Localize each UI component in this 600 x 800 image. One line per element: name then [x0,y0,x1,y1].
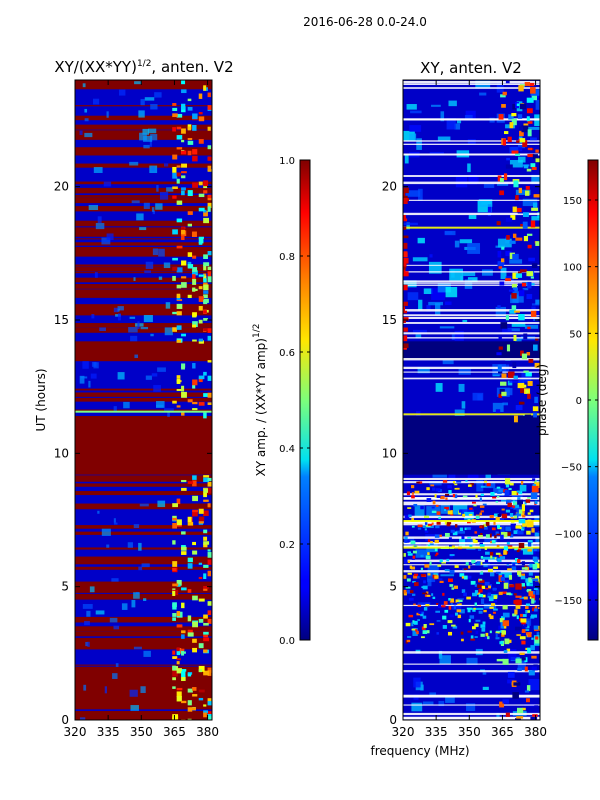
left-colorbar-ticks: 0.0 0.2 0.4 0.6 0.8 1.0 [279,156,310,647]
left-x-tick-label: 335 [97,725,120,739]
left-y-tick-label: 20 [54,180,69,194]
right-colorbar-ticks: −150 −100 −50 0 50 100 150 [555,196,598,607]
left-x-tick-label: 380 [196,725,219,739]
left-y-tick-label: 0 [61,713,69,727]
x-axis-label: frequency (MHz) [370,744,469,758]
left-heatmap [75,80,212,720]
left-x-tick-label: 320 [64,725,87,739]
right-axes-frame [402,79,541,721]
right-colorbar-tick-label: 100 [563,263,582,274]
right-colorbar-label: phase (deg) [535,364,549,436]
left-colorbar-gradient [299,159,311,641]
right-y-tick-label: 15 [382,313,397,327]
left-colorbar-tick-label: 0.2 [279,540,295,551]
left-colorbar-tick-label: 0.8 [279,252,295,263]
left-colorbar-tick-label: 0.4 [279,444,295,455]
left-x-tick-label: 365 [163,725,186,739]
left-axis-ticks: 320 335 350 365 380 0 5 10 15 20 [54,80,219,739]
right-y-tick-label: 5 [389,580,397,594]
right-colorbar-tick-label: 0 [576,396,582,407]
left-panel: XY/(XX*YY)1/2, anten. V2 320 335 350 365 380… [34,58,234,739]
right-colorbar-tick-label: −150 [555,596,582,607]
right-y-tick-label: 10 [382,446,397,460]
right-colorbar-tick-label: 50 [569,329,582,340]
left-colorbar-tick-label: 0.0 [279,636,295,647]
left-y-tick-label: 5 [61,580,69,594]
right-x-tick-label: 335 [425,725,448,739]
right-x-tick-label: 350 [458,725,481,739]
right-x-tick-label: 365 [491,725,514,739]
right-colorbar-tick-label: −50 [561,463,582,474]
right-y-tick-label: 0 [389,713,397,727]
right-colorbar: −150 −100 −50 0 50 100 150 phase (deg) [535,159,599,641]
right-x-tick-label: 380 [524,725,547,739]
left-y-tick-label: 15 [54,313,69,327]
left-colorbar: 0.0 0.2 0.4 0.6 0.8 1.0 XY amp. / (XX*YY amp)… [252,156,311,647]
right-colorbar-tick-label: −100 [555,529,582,540]
left-panel-title: XY/(XX*YY)1/2, anten. V2 [54,58,233,76]
left-y-tick-label: 10 [54,446,69,460]
right-panel: XY, anten. V2 320 335 350 365 380 0 5 10 15 20 fr… [370,59,547,758]
left-x-tick-label: 350 [130,725,153,739]
figure-suptitle: 2016-06-28 0.0-24.0 [303,15,427,29]
left-y-axis-label: UT (hours) [34,368,48,431]
left-colorbar-label: XY amp. / (XX*YY amp)1/2 [252,324,268,477]
right-x-tick-label: 320 [392,725,415,739]
left-colorbar-tick-label: 1.0 [279,156,295,167]
right-panel-title: XY, anten. V2 [420,59,522,77]
right-y-tick-label: 20 [382,180,397,194]
right-axis-ticks: 320 335 350 365 380 0 5 10 15 20 [382,80,547,739]
right-colorbar-tick-label: 150 [563,196,582,207]
left-colorbar-tick-label: 0.6 [279,348,295,359]
right-heatmap [403,80,540,720]
left-axes-frame [74,79,213,721]
